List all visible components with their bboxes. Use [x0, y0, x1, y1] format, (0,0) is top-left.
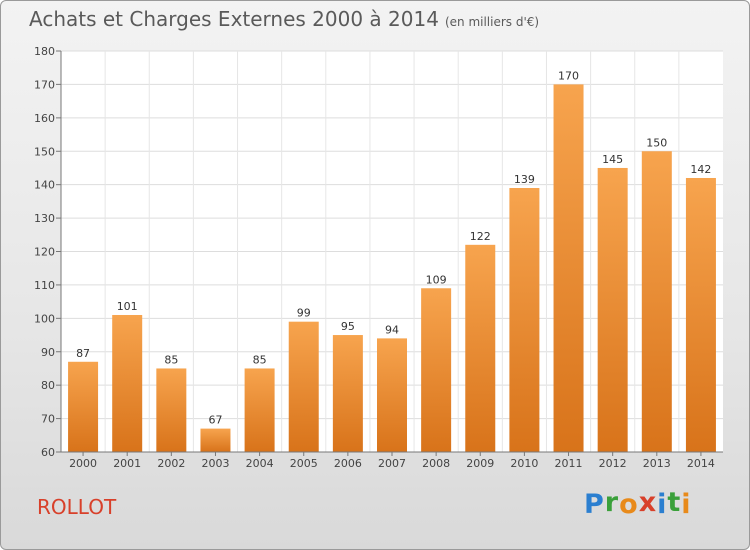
y-tick-label: 160 [34, 112, 55, 125]
data-labels: 87 101 85 67 85 99 95 94 109 122 139 170 145 150 142 [76, 69, 711, 426]
bar-2003 [200, 428, 231, 452]
data-label-2009: 122 [470, 230, 491, 243]
data-label-2013: 150 [646, 136, 667, 149]
x-tick-label-2006: 2006 [334, 457, 362, 470]
data-label-2001: 101 [117, 300, 138, 313]
x-tick-label-2008: 2008 [422, 457, 450, 470]
bar-2014 [685, 177, 716, 452]
x-tick-label-2003: 2003 [201, 457, 229, 470]
data-label-2011: 170 [558, 69, 579, 82]
y-tick-label: 100 [34, 312, 55, 325]
data-label-2002: 85 [164, 353, 178, 366]
x-tick-label-2011: 2011 [555, 457, 583, 470]
bar-2004 [244, 368, 275, 452]
bar-2011 [553, 84, 584, 453]
data-label-2010: 139 [514, 173, 535, 186]
y-tick-label: 130 [34, 212, 55, 225]
logo-letter: P [584, 489, 605, 520]
chart-title: Achats et Charges Externes 2000 à 2014 (e… [29, 7, 539, 31]
y-tick-label: 60 [41, 446, 55, 459]
logo-letter: t [667, 487, 682, 518]
data-label-2006: 95 [341, 320, 355, 333]
bar-2005 [288, 321, 319, 452]
bar-2006 [332, 335, 363, 452]
bar-2010 [509, 188, 540, 452]
logo-letter: r [604, 487, 620, 518]
x-tick-label-2005: 2005 [290, 457, 318, 470]
bar-2002 [156, 368, 187, 452]
bar-2013 [641, 151, 672, 452]
data-label-2012: 145 [602, 153, 623, 166]
data-label-2004: 85 [253, 353, 267, 366]
data-label-2000: 87 [76, 347, 90, 360]
axes: 60 70 80 90 100 110 120 130 140 150 160 170 180 2000 2… [34, 45, 723, 470]
logo-letter: i [657, 489, 668, 520]
bar-2007 [377, 338, 407, 452]
y-tick-label: 180 [34, 45, 55, 58]
x-tick-label-2013: 2013 [643, 457, 671, 470]
logo-letter: o [619, 489, 639, 520]
y-tick-label: 90 [41, 346, 55, 359]
y-tick-label: 80 [41, 379, 55, 392]
data-label-2014: 142 [690, 163, 711, 176]
x-tick-label-2000: 2000 [69, 457, 97, 470]
y-tick-label: 70 [41, 413, 55, 426]
bar-2009 [465, 244, 496, 452]
x-tick-label-2009: 2009 [466, 457, 494, 470]
y-tick-label: 150 [34, 145, 55, 158]
y-tick-label: 140 [34, 179, 55, 192]
chart-title-text: Achats et Charges Externes 2000 à 2014 [29, 7, 439, 31]
x-tick-label-2010: 2010 [510, 457, 538, 470]
logo-letter: x [638, 487, 658, 518]
x-tick-label-2001: 2001 [113, 457, 141, 470]
proxiti-logo: Proxiti [584, 487, 692, 520]
x-tick-label-2002: 2002 [157, 457, 185, 470]
bar-2012 [597, 167, 628, 453]
logo-letter: i [681, 489, 692, 520]
bar-2000 [68, 361, 99, 452]
y-tick-label: 170 [34, 78, 55, 91]
commune-name: ROLLOT [37, 495, 117, 519]
x-tick-label-2014: 2014 [687, 457, 715, 470]
chart-subtitle: (en milliers d'€) [444, 15, 540, 29]
data-label-2007: 94 [385, 323, 399, 336]
y-tick-label: 110 [34, 279, 55, 292]
bar-2008 [421, 288, 452, 452]
data-label-2005: 99 [297, 307, 311, 320]
x-tick-label-2004: 2004 [246, 457, 274, 470]
y-tick-label: 120 [34, 246, 55, 259]
data-label-2008: 109 [426, 273, 447, 286]
bar-2001 [112, 314, 143, 452]
data-label-2003: 67 [208, 414, 222, 427]
x-tick-label-2012: 2012 [599, 457, 627, 470]
x-tick-label-2007: 2007 [378, 457, 406, 470]
bars [68, 84, 716, 453]
